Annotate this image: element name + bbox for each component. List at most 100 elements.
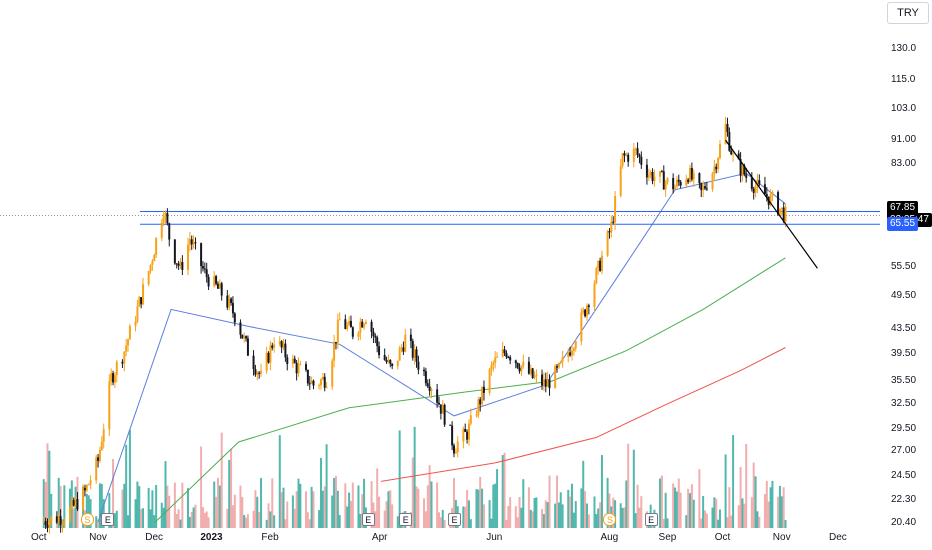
volume-bar — [175, 513, 178, 528]
volume-bar — [376, 468, 379, 528]
candle-body — [664, 182, 667, 190]
candle-body — [57, 516, 60, 523]
volume-bar — [241, 496, 244, 528]
volume-bar — [574, 501, 577, 528]
candle-body — [357, 332, 360, 337]
candle-body — [522, 361, 525, 366]
candle-body — [44, 521, 47, 526]
candle-body — [728, 132, 731, 151]
volume-bar — [293, 508, 296, 528]
earnings-marker-icon[interactable]: E — [361, 513, 375, 526]
price-axis[interactable] — [880, 0, 932, 550]
candle-body — [128, 325, 131, 340]
candle-body — [692, 173, 695, 180]
candle-body — [561, 357, 564, 362]
candle-body — [548, 379, 551, 389]
candle-body — [647, 174, 650, 178]
volume-bar — [138, 486, 141, 528]
volume-bar — [533, 497, 536, 528]
volume-bar — [529, 509, 532, 528]
dividend-marker-icon[interactable]: S — [603, 513, 617, 526]
x-tick-label: Dec — [829, 532, 847, 543]
volume-bar — [597, 508, 600, 528]
currency-button[interactable]: TRY — [887, 2, 929, 24]
candle-body — [155, 237, 158, 255]
candle-body — [175, 263, 178, 265]
volume-bar — [494, 483, 497, 528]
x-tick-label: Nov — [772, 532, 791, 543]
volume-bar — [700, 518, 703, 528]
volume-bar — [675, 491, 678, 528]
x-tick-label: Feb — [261, 532, 279, 543]
candle-body — [477, 399, 480, 416]
volume-bar — [286, 501, 289, 528]
candle-body — [346, 324, 349, 329]
candle-body — [529, 368, 532, 374]
volume-bar — [501, 455, 504, 528]
volume-bar — [226, 508, 229, 528]
volume-bar — [689, 493, 692, 528]
volume-bar — [151, 490, 154, 528]
volume-bar — [782, 487, 785, 528]
volume-bar — [441, 509, 444, 528]
candle-body — [177, 263, 180, 266]
volume-bars — [42, 426, 787, 528]
volume-bar — [389, 490, 392, 528]
volume-bar — [230, 448, 233, 528]
candle-body — [713, 166, 716, 174]
volume-bar — [527, 487, 530, 528]
volume-bar — [705, 513, 708, 528]
volume-bar — [306, 512, 309, 528]
earnings-marker-icon[interactable]: E — [644, 513, 658, 526]
candle-body — [370, 321, 373, 332]
volume-bar — [173, 482, 176, 528]
candle-body — [580, 312, 583, 342]
volume-bar — [544, 500, 547, 528]
x-tick-label: Sep — [658, 532, 677, 543]
dividend-marker-icon[interactable]: S — [80, 513, 94, 526]
candle-body — [348, 320, 351, 325]
earnings-marker-icon[interactable]: E — [101, 513, 115, 526]
candle-body — [112, 373, 115, 383]
candle-body — [82, 487, 85, 510]
volume-bar — [514, 506, 517, 528]
volume-bar — [273, 515, 276, 528]
candle-body — [192, 242, 195, 245]
volume-bar — [136, 481, 139, 528]
volume-bar — [305, 491, 307, 528]
candle-body — [318, 385, 321, 387]
volume-bar — [127, 515, 130, 528]
volume-bar — [430, 481, 433, 528]
candle-body — [439, 404, 442, 414]
volume-bar — [271, 478, 274, 528]
candle-body — [344, 319, 347, 329]
volume-bar — [750, 497, 753, 528]
volume-bar — [308, 519, 311, 528]
volume-bar — [443, 519, 446, 528]
candle-body — [74, 499, 77, 506]
earnings-marker-icon[interactable]: E — [447, 513, 461, 526]
volume-bar — [711, 507, 714, 528]
volume-bar — [743, 503, 746, 528]
volume-bar — [417, 488, 420, 528]
volume-bar — [415, 486, 418, 528]
volume-bar — [488, 500, 491, 528]
candles — [42, 116, 787, 534]
candle-body — [95, 457, 98, 481]
volume-bar — [280, 492, 283, 528]
volume-bar — [632, 449, 635, 528]
candle-body — [286, 357, 289, 364]
candle-body — [306, 369, 309, 384]
y-tick-label: 27.00 — [891, 445, 917, 457]
candle-body — [662, 171, 665, 190]
volume-bar — [349, 500, 352, 528]
volume-bar — [46, 443, 49, 528]
candle-body — [295, 362, 298, 374]
volume-bar — [569, 496, 572, 528]
candle-body — [544, 379, 547, 387]
candle-body — [376, 337, 379, 347]
candle-body — [621, 153, 624, 167]
earnings-marker-icon[interactable]: E — [399, 513, 413, 526]
candle-body — [226, 295, 229, 308]
